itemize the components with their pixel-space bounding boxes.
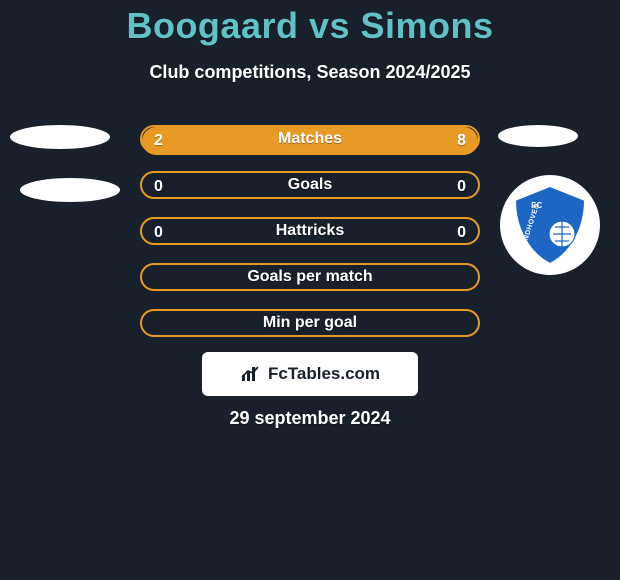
brand-text: FcTables.com [268, 364, 380, 384]
stat-right-value: 0 [457, 173, 466, 201]
brand-chart-icon [240, 365, 262, 383]
stat-right-value: 0 [457, 219, 466, 247]
stat-left-value: 2 [154, 127, 163, 155]
stat-label: Hattricks [276, 222, 344, 240]
stat-row-hattricks: 0 0 Hattricks [140, 217, 480, 245]
stat-row-matches: 2 8 Matches [140, 125, 480, 153]
stat-fill-right [209, 127, 478, 155]
club-badge-inner: FC EINDHOVEN [507, 182, 593, 268]
club-badge: FC EINDHOVEN [500, 175, 600, 275]
player-left-ellipse-1 [10, 125, 110, 149]
stat-label: Matches [278, 130, 342, 148]
brand-box: FcTables.com [202, 352, 418, 396]
stat-label: Min per goal [263, 314, 357, 332]
stat-label: Goals per match [247, 268, 372, 286]
canvas: Boogaard vs Simons Club competitions, Se… [0, 0, 620, 580]
stat-left-value: 0 [154, 173, 163, 201]
stat-left-value: 0 [154, 219, 163, 247]
stat-fill-left [142, 127, 209, 155]
stat-right-value: 8 [457, 127, 466, 155]
date-text: 29 september 2024 [0, 408, 620, 429]
player-right-ellipse [498, 125, 578, 147]
stat-label: Goals [288, 176, 332, 194]
page-title: Boogaard vs Simons [0, 5, 620, 47]
player-left-ellipse-2 [20, 178, 120, 202]
stat-row-min-per-goal: Min per goal [140, 309, 480, 337]
stat-row-goals: 0 0 Goals [140, 171, 480, 199]
subtitle: Club competitions, Season 2024/2025 [0, 62, 620, 83]
stat-row-goals-per-match: Goals per match [140, 263, 480, 291]
club-shield-icon: FC EINDHOVEN [507, 182, 593, 268]
